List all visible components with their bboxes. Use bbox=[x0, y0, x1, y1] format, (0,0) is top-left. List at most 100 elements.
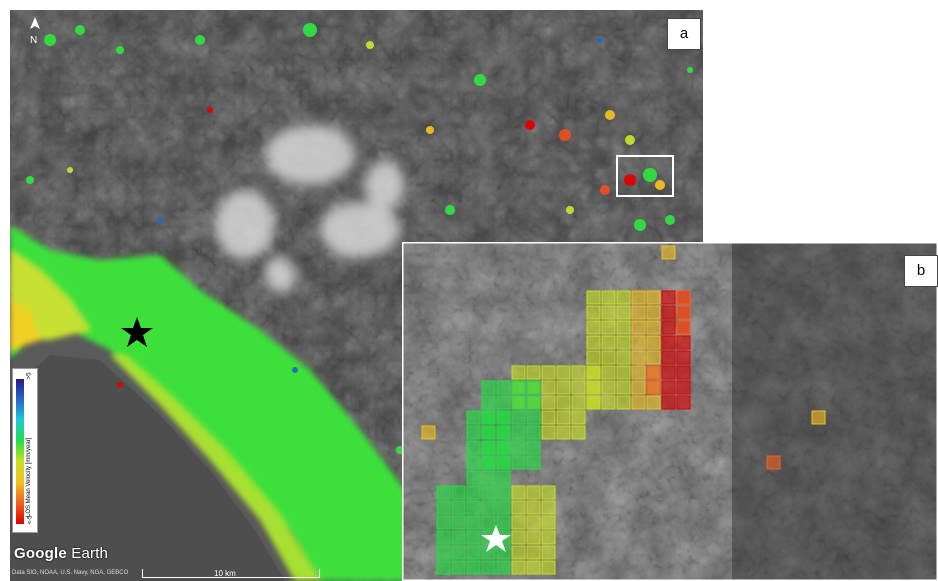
ps-pixel bbox=[526, 500, 541, 515]
ps-pixel bbox=[481, 500, 496, 515]
svg-text:N: N bbox=[30, 35, 37, 46]
legend-color-bar bbox=[16, 379, 24, 524]
ps-pixel bbox=[661, 395, 676, 410]
ps-pixel bbox=[541, 395, 556, 410]
ps-pixel bbox=[631, 365, 646, 380]
ps-pixel bbox=[511, 440, 526, 455]
ps-pixel bbox=[526, 455, 541, 470]
ps-pixel bbox=[436, 560, 451, 575]
ps-pixel bbox=[616, 380, 631, 395]
ps-pixel bbox=[661, 335, 676, 350]
ps-pixel bbox=[466, 530, 481, 545]
ps-pixel bbox=[511, 560, 526, 575]
ps-pixel bbox=[661, 365, 676, 380]
ps-pixel bbox=[631, 380, 646, 395]
ps-pixel bbox=[451, 545, 466, 560]
ps-pixel bbox=[496, 470, 511, 485]
ps-pixel bbox=[526, 485, 541, 500]
panel-label-b: b bbox=[904, 255, 938, 287]
velocity-points-a bbox=[26, 23, 693, 454]
ps-pixel bbox=[556, 380, 571, 395]
ps-pixel bbox=[676, 305, 691, 320]
ps-pixel bbox=[541, 545, 556, 560]
ps-pixel bbox=[541, 410, 556, 425]
north-arrow-icon: N bbox=[26, 17, 44, 47]
ps-pixel bbox=[481, 560, 496, 575]
ps-pixel bbox=[466, 485, 481, 500]
ps-pixel bbox=[466, 425, 481, 440]
ps-pixel bbox=[436, 485, 451, 500]
ps-pixel bbox=[661, 305, 676, 320]
ps-pixel bbox=[586, 290, 601, 305]
ps-pixel bbox=[481, 485, 496, 500]
ps-pixel bbox=[541, 530, 556, 545]
ps-pixel bbox=[586, 380, 601, 395]
ps-pixel bbox=[541, 560, 556, 575]
ps-pixel bbox=[601, 335, 616, 350]
ps-pixel bbox=[526, 515, 541, 530]
ps-pixel bbox=[586, 350, 601, 365]
ps-pixel bbox=[511, 500, 526, 515]
ps-pixel bbox=[601, 305, 616, 320]
ps-pixel bbox=[616, 290, 631, 305]
velocity-pixels-b bbox=[421, 245, 826, 575]
ps-pixel bbox=[511, 365, 526, 380]
ps-pixel bbox=[556, 410, 571, 425]
ps-pixel bbox=[496, 425, 511, 440]
ps-pixel bbox=[481, 515, 496, 530]
ps-pixel bbox=[496, 515, 511, 530]
ps-pixel bbox=[496, 410, 511, 425]
ps-pixel bbox=[766, 455, 781, 470]
ps-pixel bbox=[511, 380, 526, 395]
ps-pixel bbox=[556, 365, 571, 380]
ps-pixel bbox=[571, 365, 586, 380]
ps-pixel bbox=[541, 500, 556, 515]
ps-pixel bbox=[586, 365, 601, 380]
ps-pixel bbox=[601, 320, 616, 335]
ps-pixel bbox=[421, 425, 436, 440]
ps-pixel bbox=[466, 455, 481, 470]
legend-min-label: <-5 bbox=[27, 515, 34, 525]
ps-pixel bbox=[511, 545, 526, 560]
ps-pixel bbox=[511, 410, 526, 425]
ps-pixel bbox=[616, 365, 631, 380]
google-earth-logo: Google Earth bbox=[14, 545, 109, 562]
ps-pixel bbox=[616, 320, 631, 335]
ps-pixel bbox=[676, 350, 691, 365]
ps-pixel bbox=[601, 290, 616, 305]
ps-pixel bbox=[511, 425, 526, 440]
ps-pixel bbox=[646, 305, 661, 320]
ps-pixel bbox=[541, 365, 556, 380]
ps-pixel bbox=[571, 410, 586, 425]
ps-pixel bbox=[526, 365, 541, 380]
ps-pixel bbox=[646, 335, 661, 350]
ps-pixel bbox=[511, 530, 526, 545]
ps-pixel bbox=[541, 425, 556, 440]
white-star-icon bbox=[481, 525, 511, 552]
ps-pixel bbox=[661, 350, 676, 365]
ps-pixel bbox=[496, 560, 511, 575]
ps-pixel bbox=[496, 440, 511, 455]
ps-pixel bbox=[481, 380, 496, 395]
ps-pixel bbox=[646, 365, 661, 380]
ps-pixel bbox=[496, 485, 511, 500]
ps-pixel bbox=[616, 335, 631, 350]
ps-pixel bbox=[466, 500, 481, 515]
ps-pixel bbox=[481, 440, 496, 455]
ps-pixel bbox=[571, 425, 586, 440]
ps-pixel bbox=[631, 320, 646, 335]
ps-pixel bbox=[511, 515, 526, 530]
ps-pixel bbox=[466, 545, 481, 560]
scale-label: 10 km bbox=[214, 569, 236, 578]
inset-extent-box bbox=[616, 155, 674, 197]
ps-pixel bbox=[556, 425, 571, 440]
ps-pixel bbox=[646, 320, 661, 335]
scale-bar bbox=[142, 569, 320, 578]
ps-pixel bbox=[601, 365, 616, 380]
ps-pixel bbox=[541, 485, 556, 500]
attribution-text: Data SIO, NOAA, U.S. Navy, NGA, GEBCO bbox=[12, 570, 129, 576]
ps-pixel bbox=[481, 470, 496, 485]
ps-pixel bbox=[511, 395, 526, 410]
ps-pixel bbox=[436, 545, 451, 560]
ps-pixel bbox=[481, 425, 496, 440]
